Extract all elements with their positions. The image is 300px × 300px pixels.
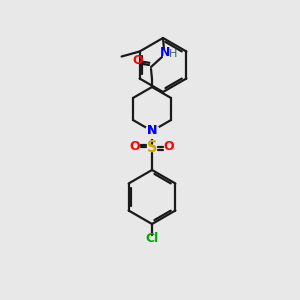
Text: N: N (160, 46, 170, 59)
Text: H: H (169, 49, 177, 59)
Text: O: O (164, 140, 174, 154)
Text: Cl: Cl (146, 232, 159, 245)
Text: N: N (147, 124, 157, 137)
Text: N: N (147, 124, 157, 137)
Text: O: O (130, 140, 140, 154)
Text: O: O (133, 53, 143, 67)
Text: S: S (147, 140, 157, 154)
